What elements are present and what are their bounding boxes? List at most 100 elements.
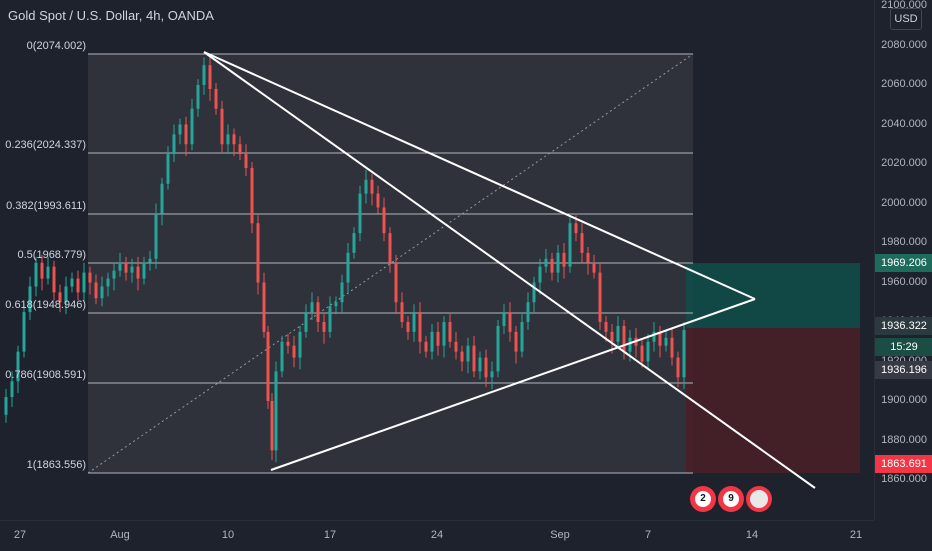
candle-body: [400, 302, 404, 322]
candle-body: [442, 322, 446, 346]
candle-body: [298, 331, 302, 358]
fib-level-label: 0.5(1968.779): [17, 249, 87, 261]
candle-body: [538, 266, 542, 283]
candle-body: [40, 262, 44, 279]
price-tag: 1863.691: [875, 455, 932, 473]
lower-trendline[interactable]: [270, 298, 756, 471]
candle-body: [64, 286, 68, 303]
candle-body: [196, 85, 200, 109]
fib-level-label: 0.236(2024.337): [5, 139, 86, 151]
candle-body: [322, 322, 326, 332]
upper-trendline[interactable]: [203, 51, 756, 300]
candle-body: [262, 282, 266, 332]
candle-body: [556, 252, 560, 273]
candle-body: [580, 233, 584, 253]
time-axis-label: 24: [430, 529, 444, 541]
us-flag-icon: [750, 490, 768, 508]
time-axis-label: 10: [221, 529, 235, 541]
us-flag-icon: 2: [695, 491, 711, 507]
candle-body: [232, 134, 236, 145]
candle-body: [436, 331, 440, 346]
candle-body: [4, 397, 8, 415]
candle-body: [586, 252, 590, 263]
candle-body: [190, 108, 194, 145]
candle-body: [124, 262, 128, 273]
candle-body: [88, 272, 92, 283]
price-axis-label: 1980.000: [881, 236, 927, 248]
candle-body: [82, 272, 86, 293]
candle-body: [340, 282, 344, 303]
candle-body: [478, 357, 482, 372]
candle-body: [154, 213, 158, 259]
candle-body: [226, 134, 230, 145]
time-axis-label: Sep: [550, 529, 570, 541]
candle-body: [622, 325, 626, 352]
candle-body: [514, 331, 518, 352]
candle-body: [502, 312, 506, 326]
price-axis-label: 2060.000: [881, 78, 927, 90]
candle-body: [184, 124, 188, 145]
candle-body: [58, 292, 62, 303]
candle-body: [574, 223, 578, 234]
inner-trendline[interactable]: [203, 51, 816, 489]
candle-body: [550, 258, 554, 273]
candle-body: [592, 262, 596, 273]
candle-body: [112, 270, 116, 279]
candle-body: [448, 322, 452, 342]
currency-badge[interactable]: USD: [890, 8, 922, 30]
candle-body: [394, 262, 398, 303]
time-axis-label: 17: [323, 529, 337, 541]
candle-body: [52, 266, 56, 293]
candle-body: [166, 154, 170, 184]
candle-body: [616, 325, 620, 342]
economic-event-badge[interactable]: 2: [690, 486, 716, 512]
candle-body: [142, 262, 146, 279]
candle-body: [266, 331, 270, 401]
time-axis-label: 21: [849, 529, 863, 541]
candle-body: [352, 233, 356, 253]
candle-body: [270, 401, 274, 451]
economic-event-badge[interactable]: 9: [718, 486, 744, 512]
fib-level-label: 0.618(1948.946): [5, 299, 86, 311]
time-axis[interactable]: 27 Aug 10 17 24 Sep 7 14 21: [0, 520, 874, 551]
candle-body: [604, 322, 608, 332]
candle-body: [358, 193, 362, 234]
candle-body: [208, 65, 212, 89]
candle-body: [652, 331, 656, 342]
candle-body: [214, 88, 218, 109]
symbol-title: Gold Spot / U.S. Dollar, 4h, OANDA: [8, 8, 214, 23]
price-axis-label: 2080.000: [881, 38, 927, 51]
time-axis-label: 27: [13, 529, 27, 541]
candle-body: [178, 124, 182, 135]
candle-body: [118, 262, 122, 271]
triangle-drawing[interactable]: [203, 51, 816, 489]
candle-body: [520, 322, 524, 352]
price-axis[interactable]: 2100.000 2080.000 2060.000 2040.000 2020.000…: [874, 0, 932, 520]
price-axis-label: 2000.000: [881, 196, 927, 209]
candle-body: [646, 341, 650, 362]
candle-body: [430, 331, 434, 352]
price-axis-label: 2020.000: [881, 157, 927, 169]
candle-body: [526, 302, 530, 322]
candle-body: [472, 345, 476, 372]
candle-body: [412, 312, 416, 332]
time-axis-label: 14: [745, 529, 759, 541]
candle-body: [28, 286, 32, 313]
candle-body: [292, 345, 296, 358]
candle-body: [130, 266, 134, 273]
candle-body: [280, 341, 284, 372]
candle-body: [598, 272, 602, 322]
candle-body: [70, 278, 74, 287]
price-axis-label: 2040.000: [881, 117, 927, 130]
candle-body: [136, 266, 140, 279]
economic-event-badge[interactable]: [746, 486, 772, 512]
price-tag: 1936.196: [875, 361, 932, 379]
candle-body: [106, 278, 110, 287]
us-flag-icon: 9: [723, 491, 739, 507]
candle-body: [16, 351, 20, 382]
time-axis-label: 7: [644, 529, 652, 541]
candle-body: [286, 341, 290, 346]
candle-body: [172, 134, 176, 155]
